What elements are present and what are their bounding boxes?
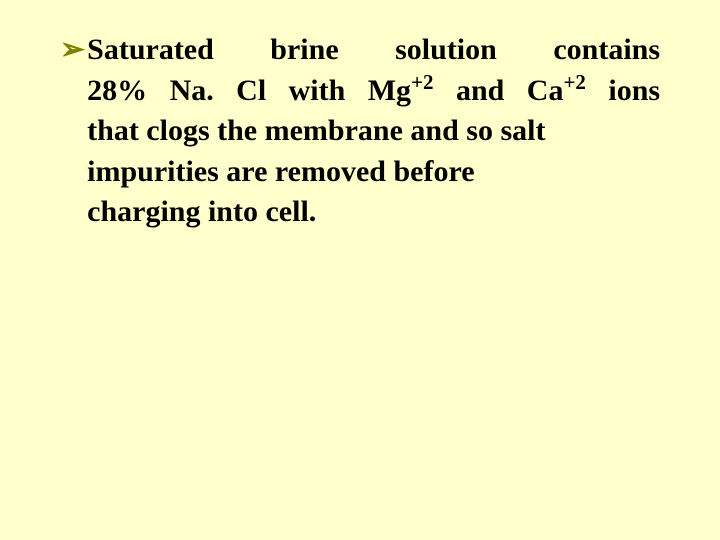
text-line-1: Saturated brine solution contains bbox=[87, 30, 660, 71]
sp bbox=[147, 74, 169, 107]
w: with bbox=[289, 74, 346, 107]
w: ions bbox=[608, 74, 660, 107]
bullet-arrow-icon: ➢ bbox=[60, 30, 85, 71]
sp bbox=[214, 33, 270, 66]
sp bbox=[497, 33, 553, 66]
sp bbox=[504, 74, 526, 107]
w: Ca bbox=[527, 74, 564, 107]
sp bbox=[339, 33, 395, 66]
w: Mg bbox=[368, 74, 411, 107]
w: 28% bbox=[87, 74, 147, 107]
sp bbox=[586, 74, 608, 107]
text-line-3: that clogs the membrane and so salt bbox=[87, 111, 660, 152]
text-line-4: impurities are removed before bbox=[87, 152, 660, 193]
sp bbox=[345, 74, 367, 107]
w: solution bbox=[395, 33, 497, 66]
text-line-2: 28% Na. Cl with Mg+2 and Ca+2 ions bbox=[87, 71, 660, 112]
bullet-text: Saturated brine solution contains 28% Na… bbox=[87, 30, 660, 233]
w: Na. Cl bbox=[170, 74, 267, 107]
sup: +2 bbox=[411, 70, 433, 94]
w: and bbox=[456, 74, 504, 107]
w: contains bbox=[553, 33, 660, 66]
text-line-5: charging into cell. bbox=[87, 192, 660, 233]
sup: +2 bbox=[563, 70, 585, 94]
slide: ➢ Saturated brine solution contains 28% … bbox=[0, 0, 720, 540]
w: brine bbox=[270, 33, 338, 66]
sp bbox=[434, 74, 456, 107]
bullet-item: ➢ Saturated brine solution contains 28% … bbox=[60, 30, 660, 233]
w: Saturated bbox=[87, 33, 214, 66]
sp bbox=[266, 74, 288, 107]
